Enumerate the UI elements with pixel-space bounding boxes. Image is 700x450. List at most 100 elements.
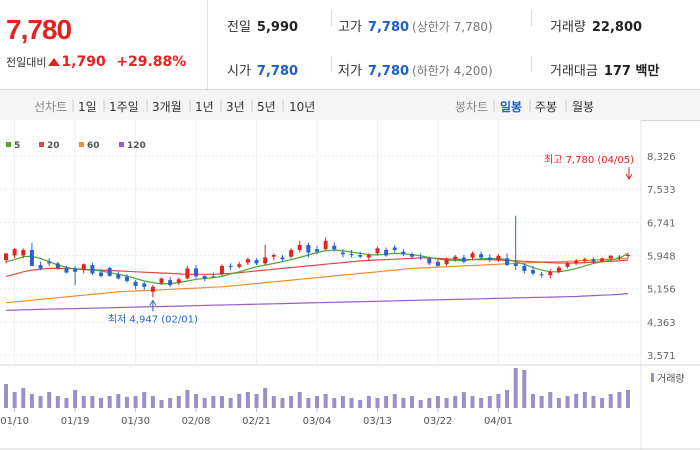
open-price: 시가 7,780 bbox=[227, 60, 298, 79]
candle-body bbox=[219, 265, 224, 275]
tab-3year[interactable]: 3년 bbox=[226, 100, 245, 114]
open-label: 시가 bbox=[227, 64, 251, 79]
volume-bar bbox=[237, 394, 242, 408]
x-tick-label: 03/13 bbox=[363, 416, 392, 427]
divider: | bbox=[71, 98, 76, 112]
candle-body bbox=[600, 258, 605, 262]
volume-bar bbox=[297, 392, 302, 408]
divider: | bbox=[102, 98, 107, 112]
volume-bar bbox=[263, 388, 268, 408]
volume-legend-label: 거래량 bbox=[657, 373, 685, 385]
candle-body bbox=[21, 249, 26, 256]
candle-body bbox=[159, 278, 164, 284]
legend-label: 20 bbox=[47, 141, 60, 151]
volume-bar bbox=[47, 392, 52, 408]
volume-bar bbox=[271, 396, 276, 408]
price-box: 7,780 전일대비 1,790 +29.88% bbox=[0, 0, 208, 89]
x-tick-label: 01/10 bbox=[0, 416, 29, 427]
candle-body bbox=[496, 255, 501, 261]
candle-body bbox=[435, 261, 440, 266]
y-tick-label: 5,156 bbox=[647, 285, 676, 296]
candle-body bbox=[202, 275, 207, 279]
candle-body bbox=[470, 253, 475, 258]
candle-body bbox=[626, 255, 630, 257]
up-arrow-icon bbox=[48, 58, 61, 66]
candle-body bbox=[263, 257, 268, 264]
tab-1week[interactable]: 1주일 bbox=[109, 100, 139, 114]
candle-body bbox=[116, 274, 121, 279]
volume-bar bbox=[55, 396, 60, 408]
candle-body bbox=[505, 258, 510, 266]
volume-bar bbox=[133, 396, 138, 408]
x-tick-label: 02/21 bbox=[242, 416, 271, 427]
plot-area bbox=[0, 120, 641, 365]
volume-bar bbox=[142, 392, 147, 408]
candle-body bbox=[297, 244, 302, 250]
volume-bar bbox=[539, 396, 544, 408]
change-percent: +29.88% bbox=[116, 54, 187, 70]
volume-bar bbox=[228, 398, 233, 408]
tab-daily[interactable]: 일봉 bbox=[500, 100, 523, 114]
tab-5year[interactable]: 5년 bbox=[257, 100, 276, 114]
candle-body bbox=[211, 276, 216, 278]
candle-body bbox=[427, 258, 432, 264]
divider bbox=[531, 56, 532, 72]
candle-body bbox=[556, 267, 561, 272]
candle-body bbox=[99, 272, 104, 276]
low-price: 저가 7,780 (하한가 4,200) bbox=[338, 60, 493, 79]
tab-3month[interactable]: 3개월 bbox=[152, 100, 182, 114]
tab-10year[interactable]: 10년 bbox=[289, 100, 316, 114]
volume-bar bbox=[254, 394, 259, 408]
divider: | bbox=[528, 98, 533, 112]
divider bbox=[531, 10, 532, 26]
candle-body bbox=[358, 255, 363, 257]
y-tick-label: 6,741 bbox=[647, 218, 676, 229]
candle-body bbox=[513, 263, 518, 266]
candle-body bbox=[237, 264, 242, 267]
prev-close-label: 전일 bbox=[227, 20, 251, 35]
x-tick-label: 02/08 bbox=[182, 416, 211, 427]
tab-monthly[interactable]: 월봉 bbox=[572, 100, 595, 114]
volume-bar bbox=[582, 392, 587, 408]
amount-label: 거래대금 bbox=[550, 64, 598, 79]
high-price: 고가 7,780 (상한가 7,780) bbox=[338, 16, 493, 35]
candle-body bbox=[289, 249, 294, 257]
candle-body bbox=[64, 267, 69, 273]
volume-bar bbox=[548, 392, 553, 408]
low-label: 저가 bbox=[338, 64, 362, 79]
divider: | bbox=[564, 98, 569, 112]
candle-body bbox=[591, 259, 596, 262]
candle-body bbox=[185, 268, 190, 279]
candle-body bbox=[323, 240, 328, 250]
volume-bar bbox=[64, 398, 69, 408]
volume-bar bbox=[574, 394, 579, 408]
volume-bar bbox=[315, 396, 319, 408]
volume-legend-swatch bbox=[651, 373, 654, 382]
volume-bar bbox=[245, 392, 250, 408]
candle-body bbox=[73, 268, 78, 272]
ma120-line bbox=[5, 292, 629, 311]
legend-label: 5 bbox=[14, 141, 20, 151]
volume-bar bbox=[211, 396, 216, 408]
volume-bar bbox=[617, 392, 622, 408]
change-row: 전일대비 1,790 +29.88% bbox=[6, 54, 186, 70]
high-arrow-head bbox=[625, 173, 633, 180]
tab-1year[interactable]: 1년 bbox=[195, 100, 214, 114]
tab-weekly[interactable]: 주봉 bbox=[535, 100, 558, 114]
volume-bar bbox=[487, 396, 492, 408]
volume-bar bbox=[461, 392, 466, 408]
volume-bar bbox=[29, 394, 34, 408]
volume-bar bbox=[185, 390, 190, 408]
candle-body bbox=[487, 257, 492, 261]
candle-body bbox=[133, 281, 138, 286]
volume-bar bbox=[73, 390, 78, 408]
candle-body bbox=[479, 254, 484, 258]
volume-bar bbox=[116, 394, 121, 408]
low-value: 7,780 bbox=[367, 64, 410, 79]
volume-bar bbox=[159, 400, 164, 408]
volume-bar bbox=[323, 394, 328, 408]
volume-bar bbox=[176, 396, 181, 408]
quote-header: 7,780 전일대비 1,790 +29.88% 전일 5,990 고가 7,780(… bbox=[0, 0, 700, 90]
candle-body bbox=[271, 255, 276, 257]
tab-1day[interactable]: 1일 bbox=[78, 100, 97, 114]
